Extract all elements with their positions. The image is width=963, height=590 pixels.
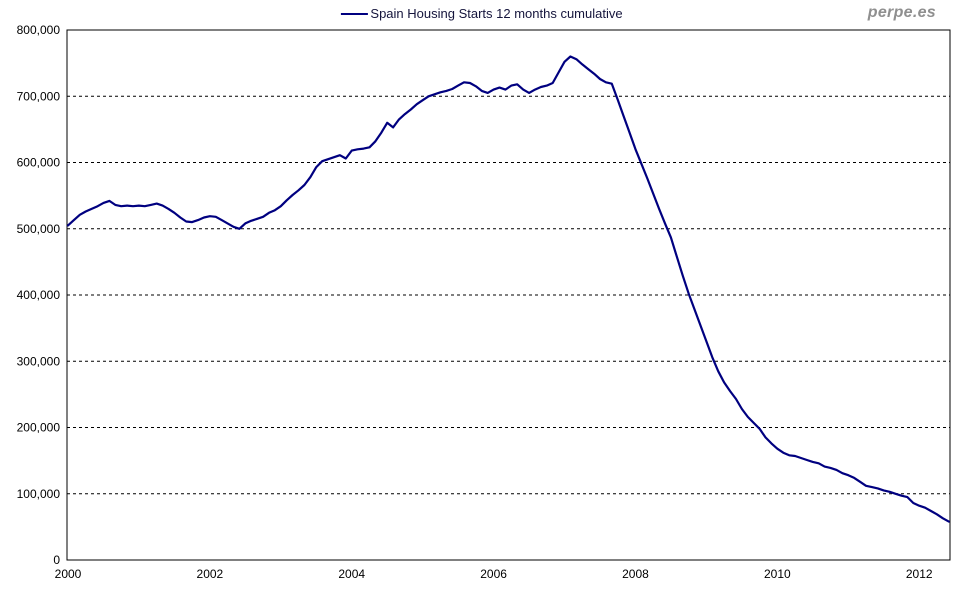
legend: Spain Housing Starts 12 months cumulativ… — [340, 6, 623, 21]
y-tick-label: 400,000 — [17, 288, 61, 302]
x-tick-label: 2006 — [480, 567, 507, 581]
y-tick-label: 500,000 — [17, 222, 61, 236]
x-tick-label: 2008 — [622, 567, 649, 581]
y-tick-label: 600,000 — [17, 156, 61, 170]
x-tick-label: 2012 — [906, 567, 933, 581]
y-tick-label: 100,000 — [17, 487, 61, 501]
plot-border — [66, 29, 951, 561]
y-tick-label: 200,000 — [17, 421, 61, 435]
y-tick-label: 700,000 — [17, 89, 61, 103]
watermark: perpe.es — [867, 4, 936, 21]
legend-line-swatch — [340, 12, 368, 15]
legend-label: Spain Housing Starts 12 months cumulativ… — [370, 6, 623, 21]
x-tick-label: 2010 — [764, 567, 791, 581]
x-tick-label: 2002 — [197, 567, 224, 581]
x-tick-label: 2004 — [338, 567, 365, 581]
x-tick-label: 2000 — [55, 567, 82, 581]
y-tick-label: 300,000 — [17, 354, 61, 368]
y-tick-label: 800,000 — [17, 23, 61, 37]
series-line — [66, 55, 950, 523]
y-tick-label: 0 — [53, 553, 60, 567]
